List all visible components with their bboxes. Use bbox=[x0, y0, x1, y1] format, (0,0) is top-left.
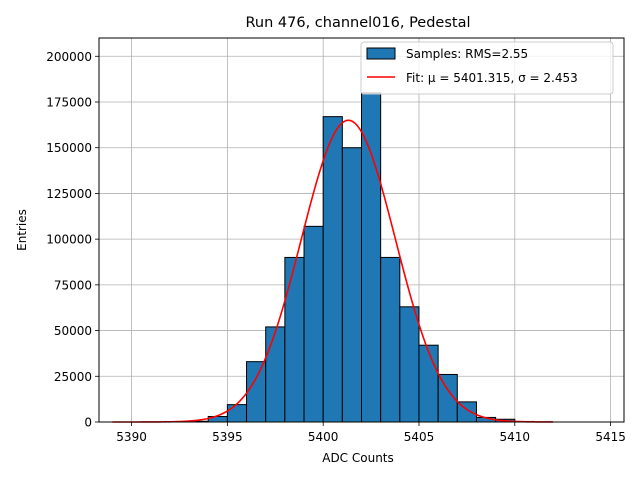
plot-area-frame bbox=[98, 37, 625, 423]
y-axis-ticks: 0 25000 50000 75000 100000 125000 150000 175000… bbox=[46, 50, 99, 430]
x-tick-label: 5390 bbox=[116, 430, 147, 444]
fit-curve-group bbox=[112, 119, 554, 423]
histogram-bar bbox=[246, 361, 267, 423]
histogram-bars bbox=[188, 92, 535, 423]
y-tick-label: 75000 bbox=[54, 278, 92, 292]
x-tick-label: 5415 bbox=[595, 430, 626, 444]
y-tick-label: 175000 bbox=[46, 96, 92, 110]
chart-title: Run 476, channel016, Pedestal bbox=[245, 15, 470, 31]
y-tick-label: 100000 bbox=[46, 233, 92, 247]
x-tick-label: 5405 bbox=[404, 430, 435, 444]
histogram-bar bbox=[399, 306, 420, 423]
histogram-bar bbox=[265, 326, 286, 423]
y-tick-label: 200000 bbox=[46, 50, 92, 64]
y-tick-label: 25000 bbox=[54, 370, 92, 384]
x-axis-label: ADC Counts bbox=[322, 451, 394, 465]
legend-box bbox=[360, 41, 614, 95]
y-tick-label: 50000 bbox=[54, 324, 92, 338]
y-tick-label: 0 bbox=[84, 416, 92, 430]
legend-fit-label: Fit: μ = 5401.315, σ = 2.453 bbox=[406, 71, 578, 85]
histogram-bar bbox=[341, 147, 362, 423]
histogram-bar bbox=[284, 256, 305, 423]
histogram-bar bbox=[361, 92, 382, 423]
x-tick-label: 5400 bbox=[308, 430, 339, 444]
legend: Samples: RMS=2.55 Fit: μ = 5401.315, σ =… bbox=[360, 41, 614, 95]
x-axis-ticks: 5390 5395 5400 5405 5410 5415 bbox=[116, 422, 626, 444]
x-tick-label: 5395 bbox=[212, 430, 243, 444]
histogram-bar bbox=[322, 116, 343, 423]
x-tick-label: 5410 bbox=[500, 430, 531, 444]
histogram-bar bbox=[380, 256, 401, 423]
histogram-bar bbox=[226, 404, 248, 423]
legend-histogram-swatch bbox=[366, 47, 396, 60]
y-tick-label: 150000 bbox=[46, 141, 92, 155]
histogram-bar bbox=[418, 344, 439, 423]
histogram-bar bbox=[303, 225, 324, 423]
y-tick-label: 125000 bbox=[46, 187, 92, 201]
fit-curve bbox=[112, 119, 554, 423]
y-axis-label: Entries bbox=[15, 209, 29, 251]
legend-histogram-label: Samples: RMS=2.55 bbox=[406, 47, 528, 61]
